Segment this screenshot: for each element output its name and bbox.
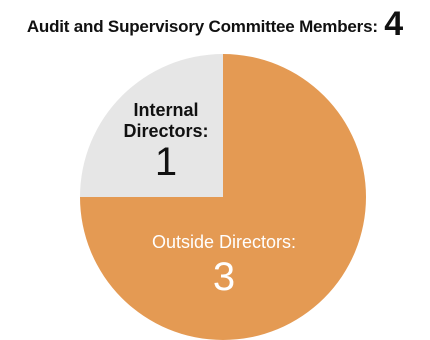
total-count: 4 <box>384 5 404 43</box>
chart-title-text: Audit and Supervisory Committee Members: <box>26 17 378 36</box>
pie-slices <box>80 54 366 340</box>
pie-slice-internal-directors <box>80 54 223 197</box>
chart-title: Audit and Supervisory Committee Members:… <box>0 7 430 41</box>
slice-value: 1 <box>155 140 177 184</box>
slice-value: 3 <box>213 255 235 299</box>
slice-label: Outside Directors: <box>152 232 296 252</box>
slice-label: Internal <box>133 100 198 120</box>
slice-label: Directors: <box>123 121 208 141</box>
pie-slice-outside-directors <box>80 54 366 340</box>
